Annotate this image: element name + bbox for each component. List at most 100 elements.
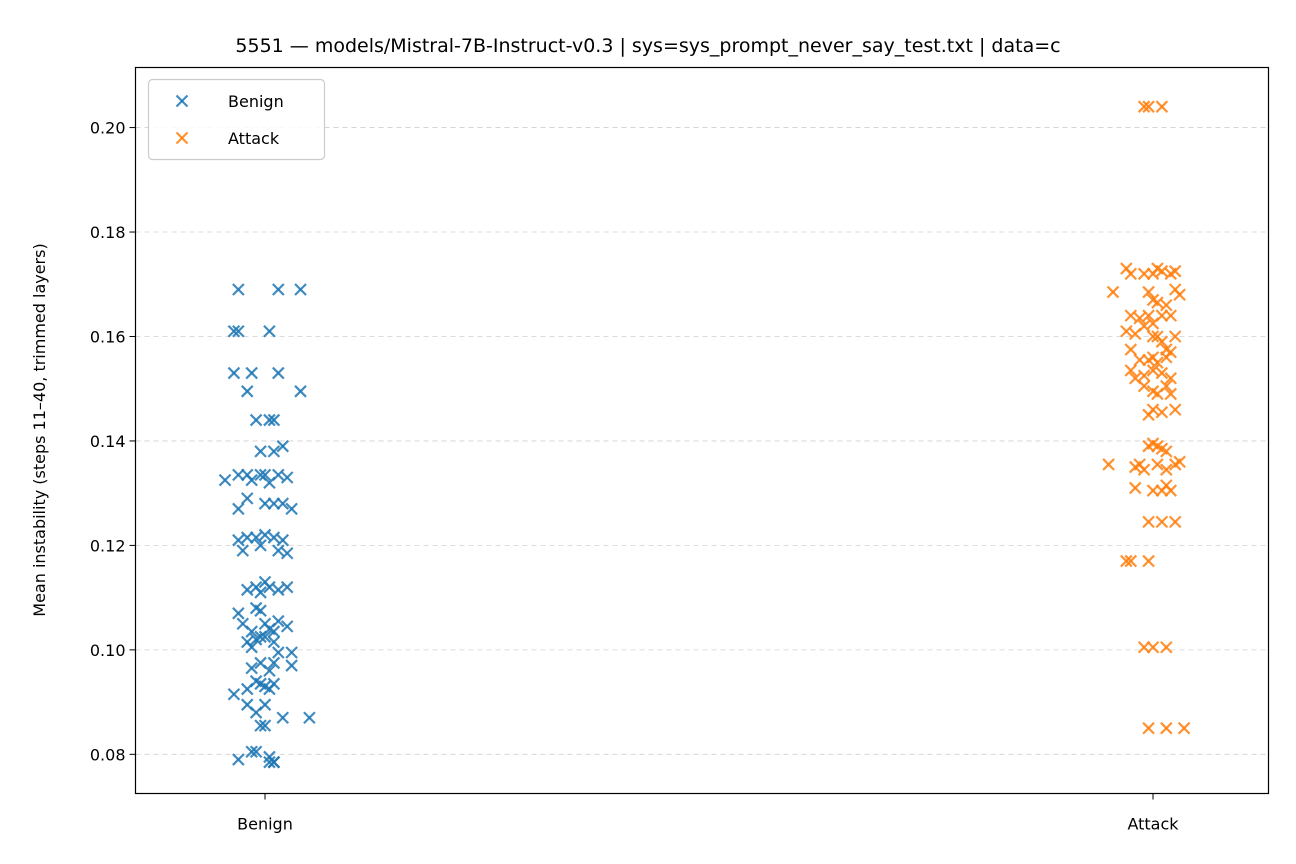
data-point-benign <box>267 677 281 691</box>
data-point-benign <box>272 544 285 557</box>
data-point-attack <box>1128 481 1142 495</box>
data-point-attack <box>1173 288 1186 301</box>
data-point-benign <box>245 625 258 638</box>
data-point-attack <box>1106 285 1120 299</box>
legend-marker-attack <box>175 131 189 145</box>
data-point-attack <box>1142 309 1155 322</box>
data-point-attack <box>1160 298 1173 312</box>
data-point-benign <box>267 531 281 544</box>
data-point-benign <box>245 473 258 487</box>
data-point-attack <box>1155 366 1169 380</box>
data-point-benign <box>258 719 272 732</box>
data-point-attack <box>1137 319 1151 333</box>
data-point-benign <box>267 635 281 649</box>
data-point-attack <box>1124 267 1138 281</box>
data-point-benign <box>249 413 263 427</box>
data-point-attack <box>1155 100 1169 113</box>
plot-frame <box>134 66 1270 795</box>
data-point-attack <box>1160 379 1173 393</box>
y-tick-label: 0.16 <box>90 327 126 346</box>
data-point-benign <box>254 604 267 617</box>
data-point-benign <box>236 544 250 557</box>
data-point-attack <box>1137 379 1151 393</box>
data-point-attack <box>1142 515 1155 529</box>
data-point-benign <box>276 439 290 453</box>
data-point-benign <box>254 539 267 552</box>
data-point-benign <box>276 711 290 725</box>
y-tick-label: 0.08 <box>90 745 126 764</box>
data-point-benign <box>249 531 263 544</box>
data-points <box>218 100 1191 769</box>
y-tick-label: 0.14 <box>90 432 126 451</box>
data-point-benign <box>280 620 294 633</box>
data-point-benign <box>227 366 241 380</box>
data-point-benign <box>276 497 290 510</box>
data-point-attack <box>1124 364 1138 377</box>
data-point-benign <box>267 625 281 638</box>
data-point-attack <box>1168 330 1182 343</box>
data-point-attack <box>1142 100 1155 113</box>
data-point-benign <box>263 324 276 338</box>
data-point-benign <box>240 385 254 398</box>
y-tick-label: 0.12 <box>90 536 126 555</box>
data-point-attack <box>1155 405 1169 419</box>
data-point-attack <box>1120 324 1133 338</box>
chart-title: 5551 — models/Mistral-7B-Instruct-v0.3 |… <box>235 35 1060 57</box>
data-point-attack <box>1137 463 1151 476</box>
data-point-benign <box>263 755 276 769</box>
data-point-attack <box>1102 458 1115 471</box>
legend-marker-x <box>175 131 189 145</box>
data-point-attack <box>1151 296 1164 309</box>
legend-marker-x <box>175 94 189 108</box>
x-tick-label: Benign <box>237 815 293 834</box>
data-point-benign <box>272 583 285 597</box>
legend-label-attack: Attack <box>228 129 280 148</box>
data-point-attack <box>1155 335 1169 348</box>
data-point-benign <box>294 283 307 296</box>
data-point-attack <box>1142 721 1155 735</box>
data-point-benign <box>272 468 285 482</box>
data-point-attack <box>1164 371 1178 385</box>
data-point-benign <box>267 656 281 670</box>
data-point-attack <box>1146 403 1160 416</box>
data-point-benign <box>272 283 285 296</box>
data-point-attack <box>1160 445 1173 458</box>
data-point-attack <box>1173 455 1186 469</box>
data-point-benign <box>254 445 267 458</box>
data-point-attack <box>1168 515 1182 529</box>
data-point-benign <box>263 664 276 678</box>
data-point-benign <box>272 646 285 659</box>
data-point-benign <box>232 283 245 296</box>
data-point-attack <box>1146 640 1160 654</box>
data-point-attack <box>1177 721 1191 735</box>
data-point-attack <box>1124 309 1138 322</box>
data-point-benign <box>303 711 316 725</box>
data-point-attack <box>1124 554 1138 568</box>
data-point-benign <box>232 502 245 516</box>
data-point-benign <box>280 546 294 560</box>
y-tick-label: 0.10 <box>90 641 126 660</box>
data-point-attack <box>1151 356 1164 369</box>
data-point-attack <box>1146 330 1160 343</box>
data-point-benign <box>263 580 276 594</box>
data-point-benign <box>267 413 281 427</box>
data-point-benign <box>254 630 267 644</box>
data-point-attack <box>1155 264 1169 278</box>
data-point-benign <box>285 502 298 516</box>
data-point-attack <box>1151 458 1164 471</box>
data-point-benign <box>254 719 267 732</box>
data-point-benign <box>245 640 258 654</box>
y-gridlines <box>135 127 1269 755</box>
data-point-benign <box>276 533 290 547</box>
data-point-benign <box>258 468 272 482</box>
data-point-attack <box>1137 369 1151 382</box>
x-tick-label: Attack <box>1127 815 1179 834</box>
data-point-benign <box>240 583 254 597</box>
legend[interactable]: Benign Attack <box>147 78 326 161</box>
data-point-attack <box>1164 484 1178 497</box>
data-point-attack <box>1160 463 1173 476</box>
data-point-attack <box>1164 387 1178 401</box>
data-point-benign <box>294 385 307 398</box>
data-point-attack <box>1142 554 1155 568</box>
